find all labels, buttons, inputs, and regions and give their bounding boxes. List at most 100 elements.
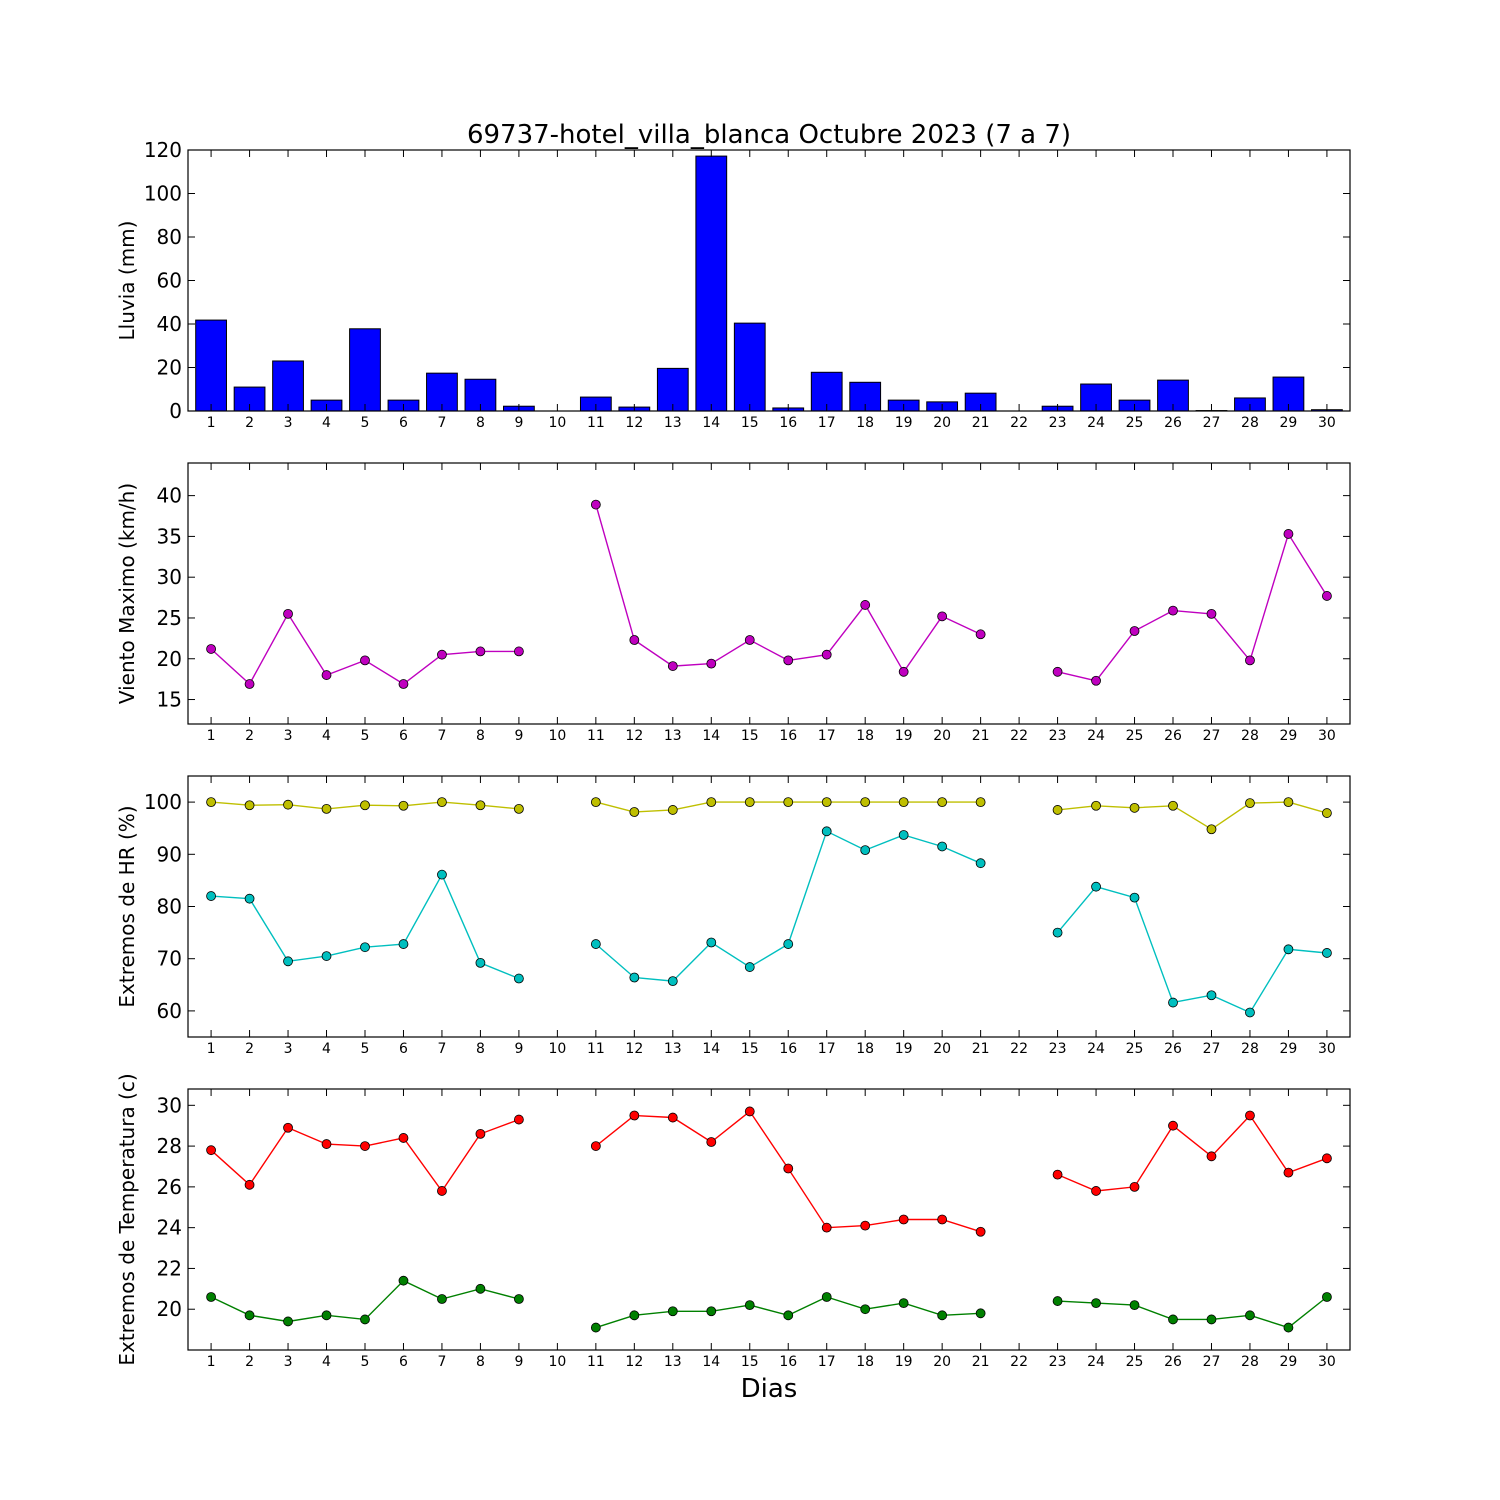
x-tick-label: 11 xyxy=(587,1354,605,1370)
series-1-point-day-11 xyxy=(590,797,601,807)
x-tick-label: 7 xyxy=(437,728,446,744)
x-tick-label: 6 xyxy=(399,728,408,744)
x-tick-label: 1 xyxy=(207,415,216,431)
y-tick-label: 20 xyxy=(157,1297,182,1321)
plot-frame xyxy=(187,462,1351,725)
x-tick-label: 16 xyxy=(779,1041,797,1057)
series-1-point-day-26 xyxy=(1168,1120,1178,1131)
x-tick-label: 4 xyxy=(322,1041,331,1057)
y-tick-label: 0 xyxy=(169,399,182,423)
series-2-point-day-15 xyxy=(744,962,755,972)
series-1-point-day-27 xyxy=(1206,608,1217,619)
series-2-point-day-13 xyxy=(667,1306,678,1317)
x-tick-label: 28 xyxy=(1241,415,1259,431)
bar-day-5 xyxy=(349,328,381,412)
series-1-point-day-2 xyxy=(244,1179,255,1190)
series-1-point-day-13 xyxy=(667,1112,678,1123)
series-1-point-day-28 xyxy=(1245,1110,1255,1121)
series-2-point-day-29 xyxy=(1283,1322,1294,1333)
series-2-point-day-30 xyxy=(1322,948,1332,958)
series-2-point-day-17 xyxy=(821,1292,832,1302)
series-1-point-day-24 xyxy=(1091,1186,1101,1196)
x-tick-label: 12 xyxy=(625,1041,643,1057)
x-tick-label: 2 xyxy=(245,728,254,744)
x-tick-label: 23 xyxy=(1049,1354,1067,1370)
series-2-line xyxy=(595,830,981,982)
series-1-point-day-3 xyxy=(283,799,293,810)
y-tick-label: 26 xyxy=(157,1175,182,1199)
series-1-point-day-26 xyxy=(1168,800,1178,811)
series-2-point-day-2 xyxy=(244,1310,255,1321)
x-tick-label: 26 xyxy=(1164,415,1182,431)
x-tick-label: 2 xyxy=(245,1354,254,1370)
x-tick-label: 6 xyxy=(399,1354,408,1370)
series-1-line xyxy=(595,504,981,674)
x-tick-label: 3 xyxy=(284,1041,293,1057)
series-1-point-day-12 xyxy=(629,807,640,817)
x-tick-label: 26 xyxy=(1164,728,1182,744)
x-tick-label: 25 xyxy=(1126,1354,1144,1370)
series-2-point-day-27 xyxy=(1206,990,1217,1001)
x-tick-label: 1 xyxy=(207,1354,216,1370)
x-tick-label: 19 xyxy=(895,1354,913,1370)
x-tick-label: 19 xyxy=(895,1041,913,1057)
x-tick-label: 23 xyxy=(1049,728,1067,744)
series-1-point-day-6 xyxy=(398,1133,409,1143)
series-1-point-day-1 xyxy=(206,644,216,654)
x-tick-label: 5 xyxy=(361,415,370,431)
series-2-point-day-14 xyxy=(706,937,717,948)
x-tick-label: 2 xyxy=(245,1041,254,1057)
series-2-point-day-12 xyxy=(629,1310,640,1321)
x-tick-label: 13 xyxy=(664,1041,682,1057)
series-1-point-day-7 xyxy=(437,1186,447,1196)
x-tick-label: 27 xyxy=(1203,415,1221,431)
x-tick-label: 3 xyxy=(284,415,293,431)
series-1-point-day-24 xyxy=(1091,800,1101,811)
x-tick-label: 8 xyxy=(476,415,485,431)
series-2-point-day-23 xyxy=(1052,927,1063,938)
x-tick-label: 4 xyxy=(322,1354,331,1370)
x-tick-label: 13 xyxy=(664,415,682,431)
y-tick-label: 20 xyxy=(157,647,182,671)
y-tick-label: 35 xyxy=(157,524,182,548)
series-2-point-day-19 xyxy=(898,830,909,840)
series-1-point-day-18 xyxy=(860,797,871,807)
x-tick-label: 14 xyxy=(702,415,720,431)
x-tick-label: 24 xyxy=(1087,728,1105,744)
x-tick-label: 23 xyxy=(1049,415,1067,431)
series-1-point-day-4 xyxy=(321,803,332,814)
x-tick-label: 7 xyxy=(437,1041,446,1057)
x-tick-label: 25 xyxy=(1126,728,1144,744)
x-tick-label: 15 xyxy=(741,415,759,431)
series-2-point-day-2 xyxy=(244,893,255,904)
series-1-line xyxy=(1057,801,1328,831)
series-1-point-day-12 xyxy=(629,1110,640,1121)
x-tick-label: 29 xyxy=(1280,1354,1298,1370)
series-2-point-day-16 xyxy=(783,939,794,949)
series-2-point-day-11 xyxy=(590,1322,601,1333)
x-tick-label: 15 xyxy=(741,1041,759,1057)
series-1-point-day-17 xyxy=(821,649,832,660)
series-1-point-day-28 xyxy=(1245,655,1255,666)
series-1-point-day-16 xyxy=(783,1163,794,1174)
x-tick-label: 24 xyxy=(1087,415,1105,431)
series-2-point-day-29 xyxy=(1283,944,1294,955)
y-tick-label: 15 xyxy=(157,688,182,712)
series-1-point-day-14 xyxy=(706,1137,717,1147)
x-tick-label: 9 xyxy=(514,415,523,431)
x-tick-label: 13 xyxy=(664,728,682,744)
series-1-point-day-29 xyxy=(1283,1167,1294,1178)
x-tick-label: 23 xyxy=(1049,1041,1067,1057)
x-tick-label: 9 xyxy=(514,1354,523,1370)
series-1-point-day-3 xyxy=(283,1122,293,1133)
x-tick-label: 25 xyxy=(1126,1041,1144,1057)
series-2-point-day-27 xyxy=(1206,1314,1217,1325)
y-tick-label: 20 xyxy=(157,356,182,380)
bar-day-15 xyxy=(733,322,766,412)
series-1-point-day-25 xyxy=(1129,802,1140,813)
series-2-point-day-18 xyxy=(860,845,871,856)
y-tick-label: 22 xyxy=(157,1256,182,1280)
series-1-point-day-18 xyxy=(860,600,871,610)
series-2-point-day-14 xyxy=(706,1306,717,1317)
x-tick-label: 20 xyxy=(933,728,951,744)
